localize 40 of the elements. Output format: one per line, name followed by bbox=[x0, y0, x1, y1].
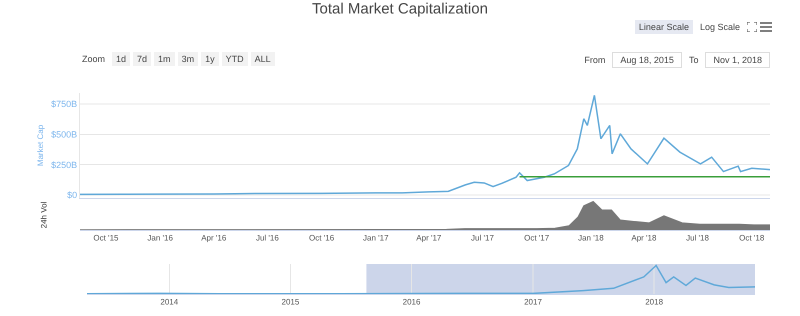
text: Log Scale bbox=[698, 21, 741, 34]
x-tick-label: Oct '16 bbox=[309, 234, 335, 243]
chart-title: Total Market Capitalization bbox=[312, 0, 488, 18]
y-tick-label: $500B bbox=[51, 129, 78, 140]
y-tick-label: $0 bbox=[67, 190, 78, 200]
y-axis-title: 24h Vol bbox=[40, 201, 49, 228]
text: 1m bbox=[154, 52, 175, 66]
y-tick-label: $750B bbox=[51, 99, 78, 110]
text: 1d bbox=[112, 52, 130, 66]
y-axis-title: Market Cap bbox=[36, 124, 45, 166]
y-tick-label: $250B bbox=[51, 160, 78, 170]
text: ALL bbox=[250, 52, 275, 66]
line-series bbox=[80, 94, 770, 196]
x-tick-label: Apr '17 bbox=[416, 234, 442, 243]
text: Zoom bbox=[81, 53, 106, 66]
x-tick-label: Jan '17 bbox=[363, 234, 390, 243]
x-tick-label: 2014 bbox=[160, 298, 179, 307]
text: 1y bbox=[201, 52, 219, 66]
x-tick-label: Jan '16 bbox=[147, 234, 174, 243]
x-tick-label: 2015 bbox=[282, 298, 300, 307]
text: 7d bbox=[133, 52, 152, 66]
text: 3m bbox=[178, 52, 198, 66]
x-tick-label: Jan '18 bbox=[578, 234, 604, 243]
text: YTD bbox=[222, 52, 248, 66]
x-tick-label: Jul '16 bbox=[256, 234, 280, 243]
text: Nov 1, 2018 bbox=[705, 52, 770, 68]
x-tick-label: Oct '17 bbox=[524, 234, 550, 243]
x-tick-label: Apr '16 bbox=[201, 234, 227, 243]
x-tick-label: 2017 bbox=[524, 298, 542, 307]
x-tick-label: Apr '18 bbox=[631, 234, 657, 243]
text: Aug 18, 2015 bbox=[612, 52, 682, 68]
text: To bbox=[688, 54, 700, 67]
x-tick-label: Oct '18 bbox=[739, 234, 765, 243]
x-tick-label: Oct '15 bbox=[93, 234, 120, 243]
text: Linear Scale bbox=[634, 20, 693, 34]
x-tick-label: 2018 bbox=[645, 298, 664, 307]
x-tick-label: Jul '17 bbox=[471, 234, 494, 243]
x-tick-label: 2016 bbox=[402, 298, 421, 307]
x-tick-label: Jul '18 bbox=[686, 234, 710, 243]
text: From bbox=[583, 54, 606, 67]
